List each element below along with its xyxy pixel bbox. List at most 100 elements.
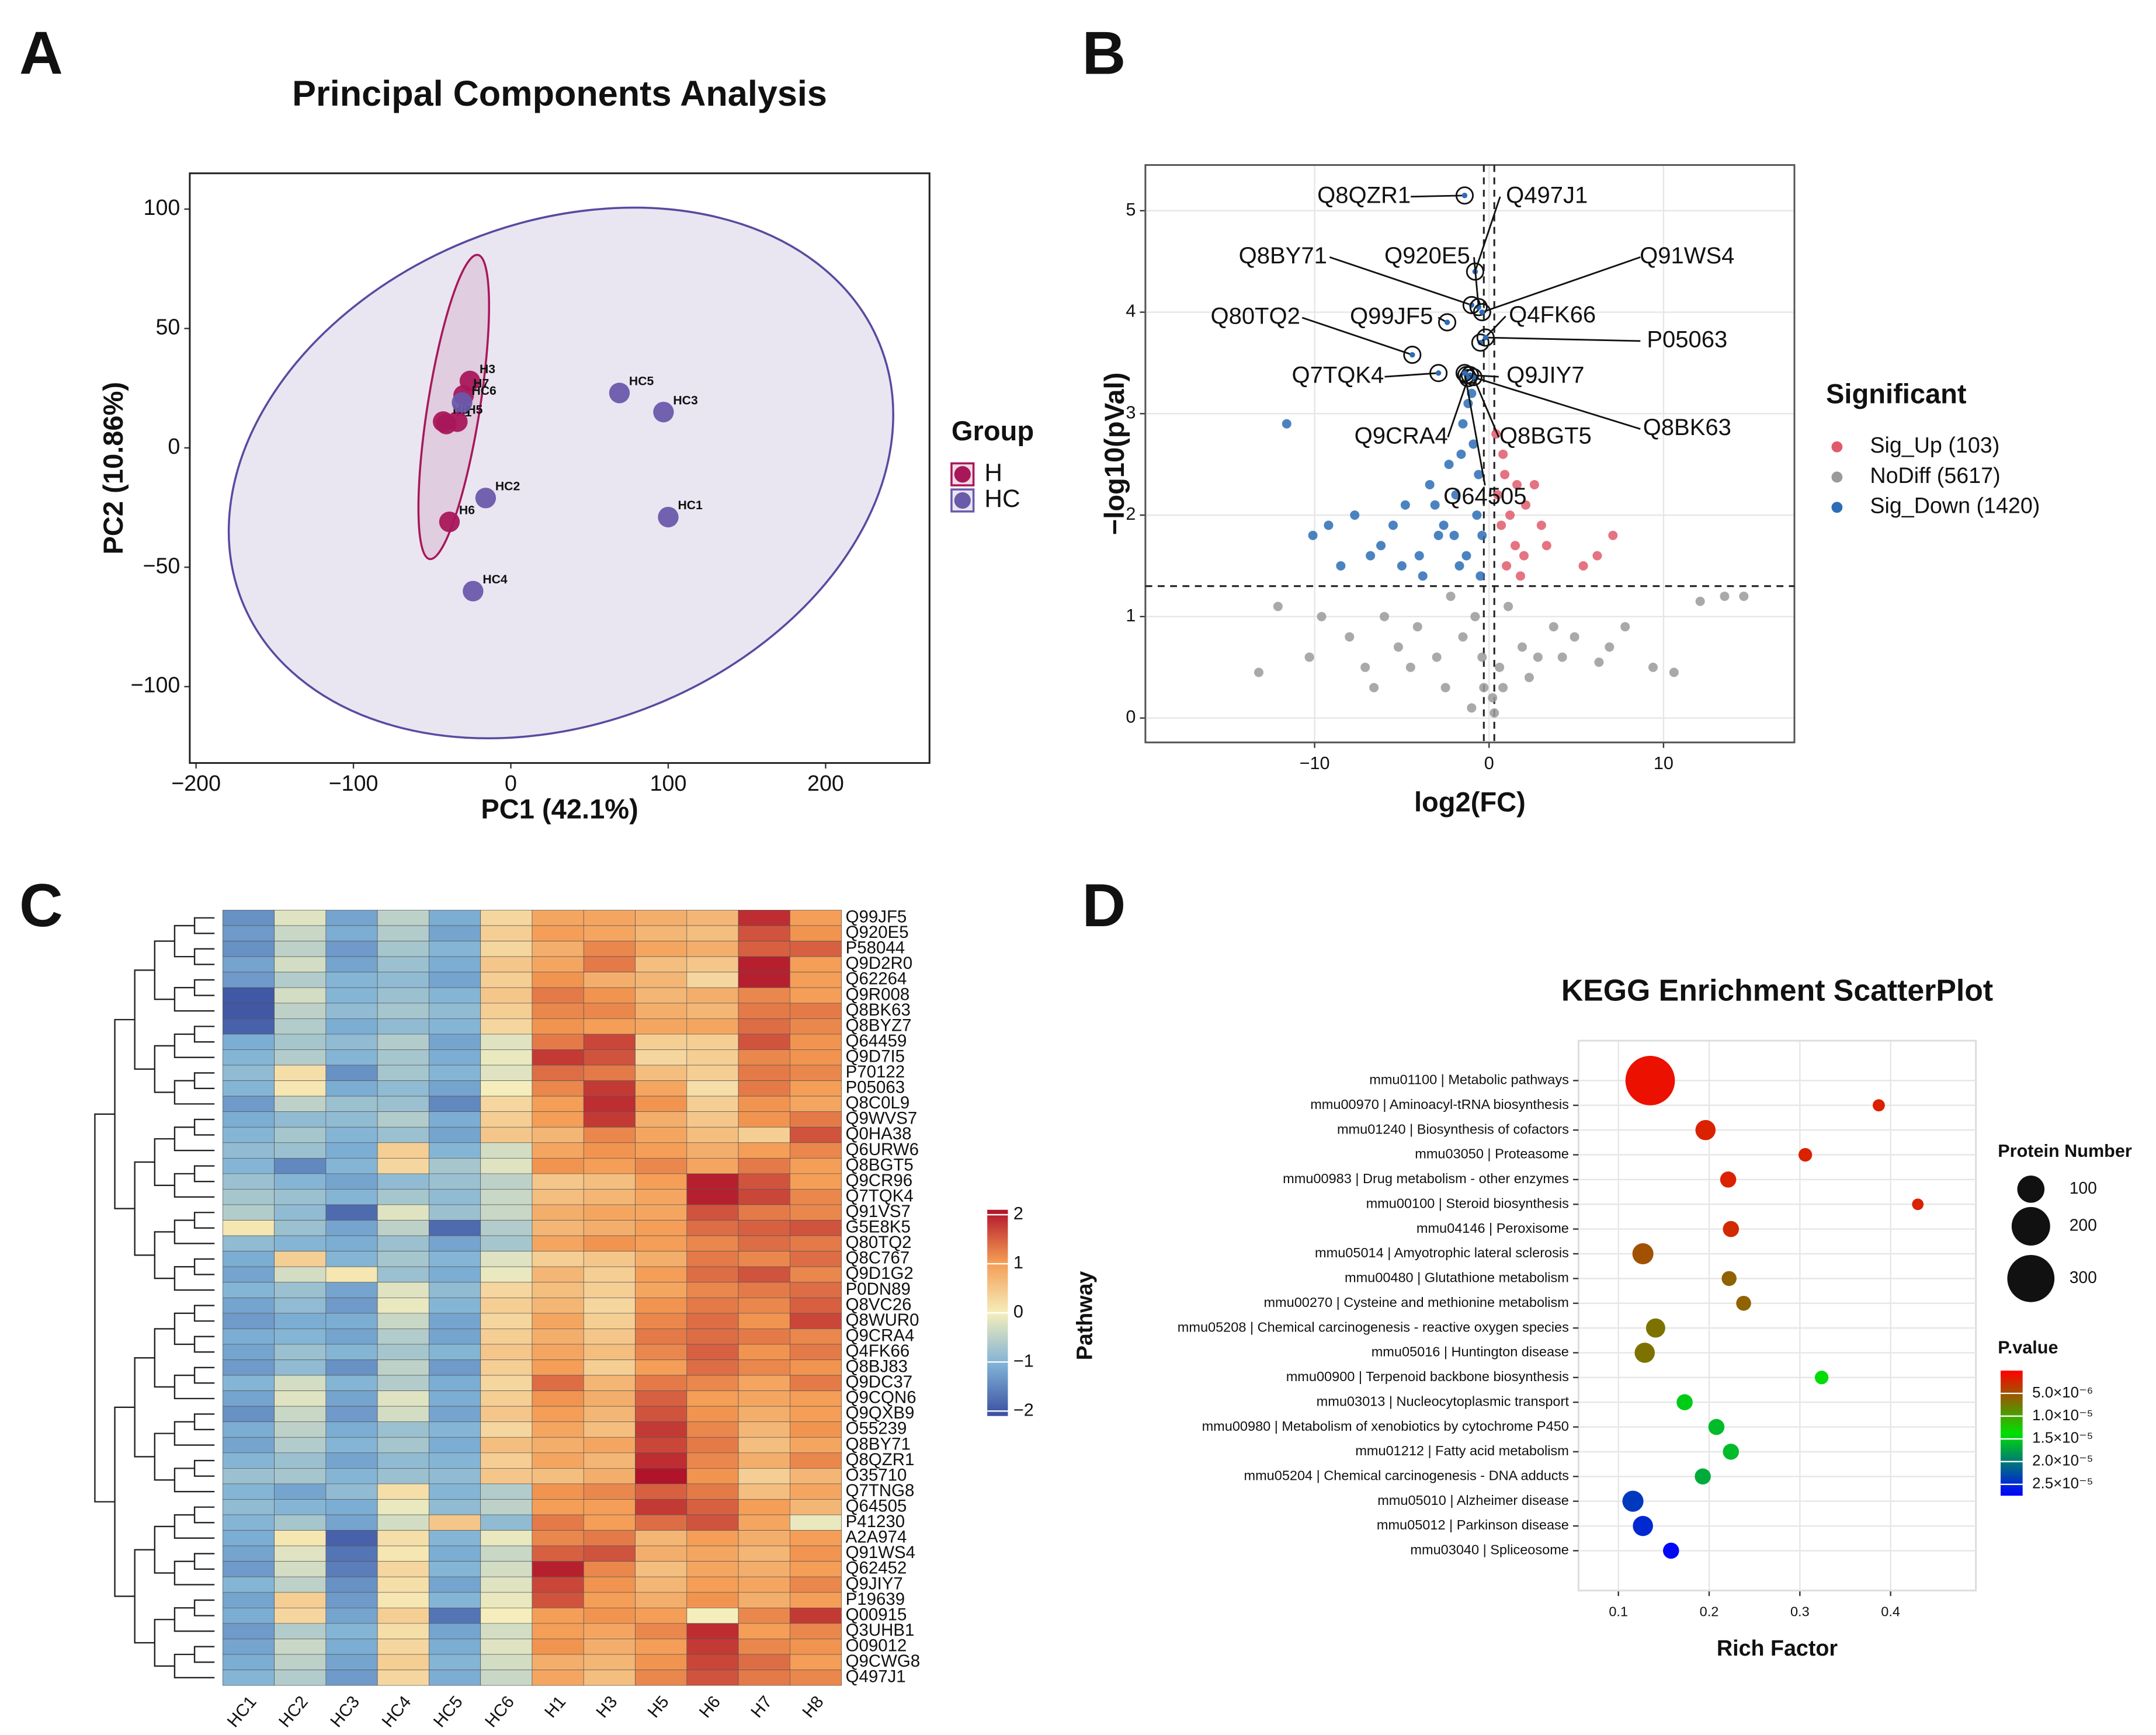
heat-cell	[325, 1623, 378, 1639]
heat-cell	[377, 1452, 429, 1469]
heat-cell	[583, 1235, 636, 1251]
annotation-label: Q8BY71	[1239, 243, 1327, 269]
heat-cell	[429, 1390, 481, 1407]
point-label: HC1	[678, 499, 703, 512]
point	[1594, 658, 1604, 667]
heat-cell	[222, 1437, 275, 1454]
heat-cell	[222, 1344, 275, 1360]
heat-cell	[222, 1313, 275, 1329]
heat-cell	[480, 1592, 533, 1608]
heat-cell	[274, 1607, 327, 1624]
y-tick-label: −50	[143, 553, 180, 578]
row-label: Q9D2R0	[846, 954, 912, 973]
heat-cell	[325, 1173, 378, 1190]
heat-cell	[274, 1204, 327, 1221]
heat-cell	[789, 910, 842, 926]
bubble	[1720, 1171, 1737, 1188]
y-axis-label: PC2 (10.86%)	[98, 382, 129, 555]
heat-cell	[789, 1142, 842, 1159]
row-label: Q8BK63	[846, 1000, 911, 1020]
heat-cell	[583, 1018, 636, 1035]
annotation-point	[1473, 303, 1491, 322]
col-label: H1	[541, 1692, 570, 1722]
heat-cell	[377, 1639, 429, 1655]
heat-cell	[789, 1080, 842, 1097]
heat-cell	[583, 1329, 636, 1345]
heat-cell	[274, 1329, 327, 1345]
x-tick-label: −200	[171, 771, 221, 795]
y-tick-label: mmu05012 | Parkinson disease	[1377, 1517, 1569, 1532]
heat-cell	[532, 1468, 584, 1484]
heat-cell	[274, 1189, 327, 1205]
colorbar-label: 5.0×10⁻⁶	[2032, 1385, 2093, 1401]
point	[1495, 662, 1505, 672]
heat-cell	[635, 1421, 688, 1438]
heat-cell	[480, 1157, 533, 1174]
heat-cell	[635, 1390, 688, 1407]
point	[433, 411, 454, 432]
point	[1500, 470, 1510, 479]
row-label: Q9QXB9	[846, 1403, 915, 1423]
heat-cell	[738, 1204, 790, 1221]
annotation-label: Q7TQK4	[1291, 363, 1384, 388]
dendrogram-branch	[173, 987, 215, 1012]
heat-cell	[429, 1468, 481, 1484]
heat-cell	[738, 1514, 790, 1531]
heat-cell	[325, 1329, 378, 1345]
heat-cell	[532, 1561, 584, 1577]
y-tick-label: 0	[168, 434, 180, 458]
heat-cell	[377, 1282, 429, 1298]
heat-cell	[480, 1049, 533, 1066]
heat-cell	[274, 1034, 327, 1050]
heat-cell	[583, 1282, 636, 1298]
heat-cell	[274, 1235, 327, 1251]
heat-cell	[222, 1142, 275, 1159]
heat-cell	[429, 1266, 481, 1283]
heat-cell	[377, 1561, 429, 1577]
heat-cell	[583, 956, 636, 973]
heat-cell	[429, 972, 481, 988]
legend-title: P.value	[1998, 1337, 2058, 1357]
colorbar-label: 2.0×10⁻⁵	[2032, 1453, 2093, 1469]
heat-cell	[325, 1142, 378, 1159]
heat-cell	[532, 1235, 584, 1251]
heat-cell	[738, 1561, 790, 1577]
heat-cell	[222, 1390, 275, 1407]
point	[1449, 530, 1459, 540]
heat-cell	[532, 1592, 584, 1608]
heat-cell	[738, 941, 790, 957]
heat-cell	[274, 1003, 327, 1019]
heat-cell	[583, 1126, 636, 1143]
legend-marker	[1831, 502, 1843, 513]
point-label: H3	[480, 363, 495, 376]
bubble	[1625, 1056, 1675, 1105]
heat-cell	[738, 1607, 790, 1624]
heat-cell	[583, 910, 636, 926]
heat-cell	[686, 1173, 739, 1190]
x-tick-label: 0.1	[1609, 1604, 1628, 1619]
row-label: P05063	[846, 1078, 905, 1097]
heat-cell	[635, 1452, 688, 1469]
point	[1515, 571, 1525, 581]
heat-cell	[222, 1406, 275, 1423]
heat-cell	[532, 1390, 584, 1407]
heat-cell	[480, 1545, 533, 1562]
point	[1376, 541, 1386, 551]
heat-cell	[222, 1623, 275, 1639]
heat-cell	[274, 1623, 327, 1639]
heat-cell	[583, 1623, 636, 1639]
y-axis-label: −log10(pVal)	[1099, 373, 1130, 536]
colorbar-label: 1.5×10⁻⁵	[2032, 1430, 2093, 1447]
heat-cell	[325, 1375, 378, 1391]
annotation-point	[1471, 333, 1490, 352]
heat-cell	[686, 987, 739, 1004]
x-tick-label: 10	[1654, 753, 1674, 773]
heat-cell	[583, 1344, 636, 1360]
heat-cell	[686, 1499, 739, 1515]
heat-cell	[583, 1561, 636, 1577]
heat-cell	[789, 1220, 842, 1236]
heat-cell	[532, 1111, 584, 1128]
heat-cell	[325, 1483, 378, 1500]
bubble	[1645, 1318, 1665, 1338]
row-label: Q9R008	[846, 985, 910, 1004]
